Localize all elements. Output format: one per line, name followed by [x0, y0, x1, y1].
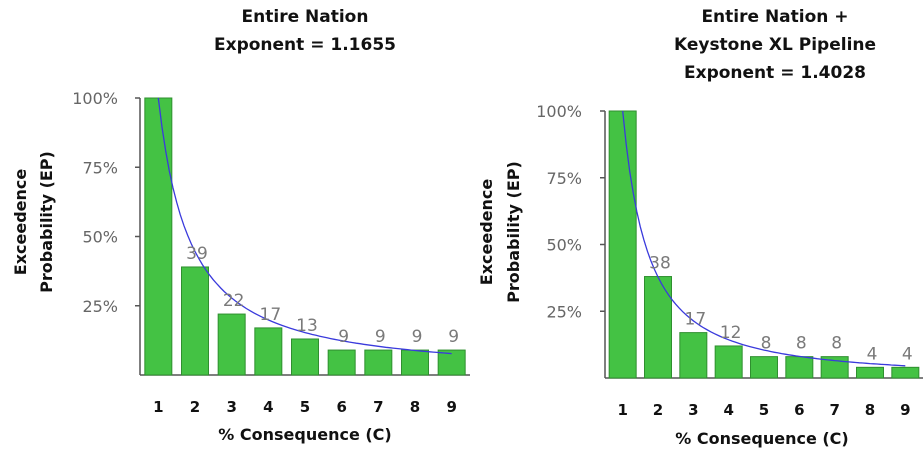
- data-label: 8: [761, 334, 772, 354]
- bar: [254, 327, 283, 376]
- y-axis-label-line: Exceedence: [11, 169, 30, 276]
- data-label: 13: [296, 316, 318, 336]
- bar: [608, 110, 637, 379]
- chart-title-line: Exponent = 1.4028: [684, 63, 866, 83]
- x-axis-label: % Consequence (C): [218, 425, 391, 444]
- chart-title-line: Keystone XL Pipeline: [674, 35, 876, 55]
- y-tick-label: 75%: [546, 169, 582, 188]
- y-axis-label-line: Exceedence: [477, 179, 496, 286]
- bar: [291, 338, 319, 376]
- data-label: 9: [412, 327, 423, 347]
- bar: [401, 349, 429, 376]
- bar: [750, 356, 778, 379]
- bar: [364, 349, 393, 376]
- bar: [327, 349, 356, 376]
- bar: [891, 366, 920, 379]
- data-label: 4: [902, 344, 913, 364]
- x-tick-label: 9: [446, 398, 456, 416]
- bar: [820, 356, 849, 379]
- bar: [644, 276, 672, 379]
- x-tick-label: 5: [759, 401, 769, 419]
- data-label: 9: [448, 327, 459, 347]
- x-axis-label: % Consequence (C): [675, 429, 848, 448]
- x-tick-label: 8: [410, 398, 420, 416]
- bar: [714, 345, 743, 379]
- bar: [144, 97, 173, 376]
- x-tick-label: 4: [723, 401, 733, 419]
- x-tick-label: 9: [900, 401, 910, 419]
- bar: [181, 266, 209, 376]
- x-tick-label: 6: [794, 401, 804, 419]
- x-tick-label: 5: [300, 398, 310, 416]
- chart-title-line: Exponent = 1.1655: [214, 35, 396, 55]
- x-tick-label: 4: [263, 398, 273, 416]
- data-label: 12: [720, 323, 742, 343]
- y-tick-label: 100%: [536, 102, 582, 121]
- data-label: 9: [338, 327, 349, 347]
- y-axis-label-line: Probability (EP): [504, 161, 523, 303]
- data-label: 17: [685, 310, 707, 330]
- data-label: 39: [186, 244, 208, 264]
- data-label: 9: [375, 327, 386, 347]
- x-tick-label: 3: [688, 401, 698, 419]
- x-tick-label: 7: [373, 398, 383, 416]
- y-tick-label: 50%: [546, 236, 582, 255]
- chart-title-line: Entire Nation +: [701, 7, 848, 27]
- y-tick-label: 25%: [82, 297, 118, 316]
- bar: [785, 356, 814, 379]
- x-tick-label: 2: [653, 401, 663, 419]
- fit-curve: [157, 97, 452, 355]
- x-tick-label: 7: [829, 401, 839, 419]
- x-tick-label: 1: [153, 398, 163, 416]
- fit-curve: [622, 110, 906, 367]
- x-tick-label: 6: [336, 398, 346, 416]
- x-tick-label: 8: [865, 401, 875, 419]
- x-tick-label: 1: [617, 401, 627, 419]
- bar: [437, 349, 466, 376]
- x-tick-label: 3: [226, 398, 236, 416]
- y-tick-label: 75%: [82, 158, 118, 177]
- data-label: 38: [649, 254, 671, 274]
- y-tick-label: 50%: [82, 228, 118, 247]
- y-tick-label: 25%: [546, 302, 582, 321]
- data-label: 17: [260, 305, 282, 325]
- data-label: 8: [831, 334, 842, 354]
- data-label: 22: [223, 291, 245, 311]
- data-label: 4: [867, 344, 878, 364]
- bar: [856, 366, 884, 379]
- chart-title-line: Entire Nation: [242, 7, 369, 27]
- x-tick-label: 2: [190, 398, 200, 416]
- bar: [679, 332, 708, 379]
- y-axis-label-line: Probability (EP): [37, 151, 56, 293]
- data-label: 8: [796, 334, 807, 354]
- y-tick-label: 100%: [72, 89, 118, 108]
- bar: [217, 313, 246, 376]
